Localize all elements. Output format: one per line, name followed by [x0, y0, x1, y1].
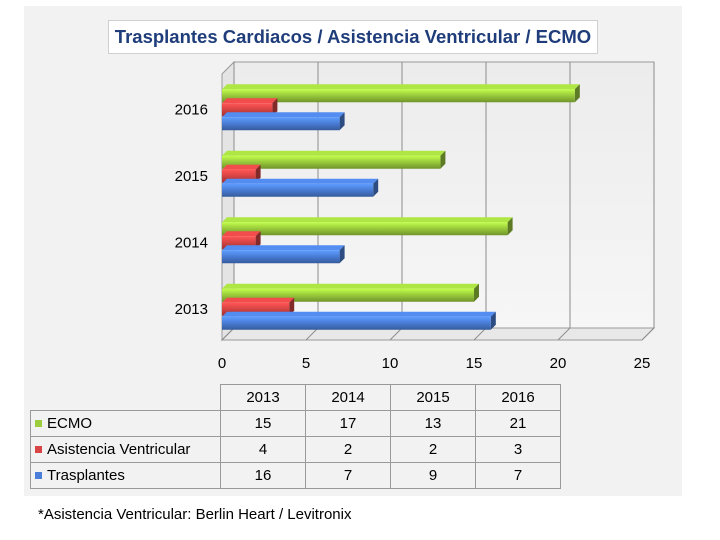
table-year-header: 2014	[305, 384, 391, 411]
table-cell: 21	[475, 410, 561, 437]
bar-end-face	[289, 297, 295, 316]
bar-end-face	[574, 84, 580, 103]
bar-ecmo-2016	[222, 84, 580, 103]
bar-trasplantes-2016	[222, 112, 345, 131]
x-tick-label: 10	[382, 355, 399, 372]
bar-end-face	[272, 98, 278, 117]
bar-ecmo-2014	[222, 217, 513, 236]
series-label: Trasplantes	[30, 462, 221, 489]
bar-top-face	[222, 84, 580, 90]
bar-end-face	[339, 245, 345, 264]
bar-top-face	[222, 311, 496, 317]
series-label: ECMO	[30, 410, 221, 437]
y-tick-label: 2016	[175, 101, 208, 118]
bar-end-face	[255, 231, 261, 250]
gridline-floor	[641, 327, 655, 341]
table-cell: 2	[305, 436, 391, 463]
gridline-floor	[221, 327, 235, 341]
y-tick-label: 2014	[175, 234, 208, 251]
series-label: Asistencia Ventricular	[30, 436, 221, 463]
bar-top-face	[222, 245, 345, 251]
bar-end-face	[440, 150, 446, 169]
bar-front-face	[222, 222, 508, 236]
bar-top-face	[222, 98, 278, 104]
data-table: 2013 2014 2015 2016 ECMO 15 17 13 21 Asistencia …	[30, 384, 561, 489]
table-cell: 2	[390, 436, 476, 463]
legend-key	[35, 472, 42, 479]
table-year-header: 2013	[220, 384, 306, 411]
bar-front-face	[222, 250, 340, 264]
gridline-floor	[305, 327, 319, 341]
bar-top-face	[222, 150, 446, 156]
table-cell: 7	[305, 462, 391, 489]
x-tick-label: 15	[466, 355, 483, 372]
floor	[220, 327, 656, 341]
bar-end-face	[507, 217, 513, 236]
bar-front-face	[222, 89, 575, 103]
table-row: ECMO 15 17 13 21	[30, 410, 561, 437]
bar-end-face	[339, 112, 345, 131]
bar-end-face	[255, 164, 261, 183]
table-corner	[30, 384, 221, 411]
bar-trasplantes-2015	[222, 178, 379, 197]
table-year-header: 2015	[390, 384, 476, 411]
bar-front-face	[222, 117, 340, 131]
bar-trasplantes-2014	[222, 245, 345, 264]
chart-title-box: Trasplantes Cardiacos / Asistencia Ventr…	[108, 20, 598, 54]
table-cell: 4	[220, 436, 306, 463]
bar-front-face	[222, 316, 491, 330]
y-tick-label: 2015	[175, 168, 208, 185]
bar-chart: 2013 2014 2015 2016 0 5 10 15 20 25	[175, 60, 656, 372]
bar-top-face	[222, 217, 513, 223]
bar-front-face	[222, 183, 374, 197]
table-cell: 15	[220, 410, 306, 437]
chart-title: Trasplantes Cardiacos / Asistencia Ventr…	[114, 26, 592, 47]
bar-end-face	[490, 311, 496, 330]
bar-top-face	[222, 164, 261, 170]
gridline-floor	[557, 327, 571, 341]
bar-trasplantes-2013	[222, 311, 496, 330]
gridline-floor	[473, 327, 487, 341]
bar-ecmo-2015	[222, 150, 446, 169]
table-year-header: 2016	[475, 384, 561, 411]
table-cell: 16	[220, 462, 306, 489]
bar-top-face	[222, 178, 379, 184]
x-tick-label: 5	[302, 355, 310, 372]
table-cell: 3	[475, 436, 561, 463]
bar-end-face	[474, 283, 479, 302]
x-tick-label: 25	[634, 355, 651, 372]
x-tick-label: 20	[550, 355, 567, 372]
legend-key	[35, 420, 42, 427]
table-cell: 9	[390, 462, 476, 489]
table-row: Trasplantes 16 7 9 7	[30, 462, 561, 489]
gridline-floor	[389, 327, 403, 341]
bar-top-face	[222, 231, 261, 237]
bar-top-face	[222, 112, 345, 118]
table-cell: 7	[475, 462, 561, 489]
table-cell: 13	[390, 410, 476, 437]
bar-front-face	[222, 155, 441, 169]
table-row: Asistencia Ventricular 4 2 2 3	[30, 436, 561, 463]
table-cell: 17	[305, 410, 391, 437]
legend-key	[35, 446, 42, 453]
bar-top-face	[222, 297, 295, 303]
x-tick-label: 0	[218, 355, 226, 372]
bar-end-face	[373, 178, 379, 197]
footnote: *Asistencia Ventricular: Berlin Heart / …	[38, 506, 352, 523]
table-header-row: 2013 2014 2015 2016	[30, 384, 561, 411]
bar-top-face	[222, 283, 479, 289]
y-tick-label: 2013	[175, 301, 208, 318]
